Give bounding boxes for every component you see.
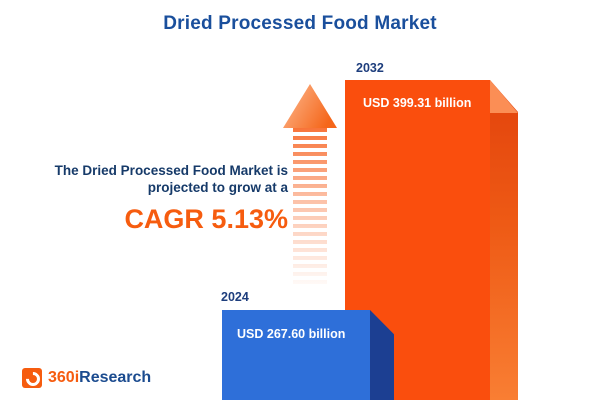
bar-2032-side-face (490, 80, 518, 400)
growth-arrow-shaft (293, 128, 327, 286)
logo-text-suffix: Research (79, 369, 152, 386)
annotation: The Dried Processed Food Market is proje… (10, 162, 288, 235)
brand-logo: 360iResearch (22, 368, 151, 388)
annotation-line-1: The Dried Processed Food Market is (54, 163, 288, 178)
value-label-2024: USD 267.60 billion (237, 327, 346, 341)
page-title: Dried Processed Food Market (163, 13, 437, 34)
year-label-2024: 2024 (221, 290, 249, 304)
logo-icon (22, 368, 42, 388)
bar-2024 (222, 310, 370, 400)
growth-arrow-icon (283, 84, 337, 128)
annotation-line-2: projected to grow at a (147, 180, 288, 195)
cagr-value: CAGR 5.13% (124, 204, 288, 234)
value-label-2032: USD 399.31 billion (363, 96, 472, 110)
logo-text-prefix: 360i (48, 369, 80, 386)
logo-text: 360iResearch (48, 369, 151, 387)
year-label-2032: 2032 (356, 61, 384, 75)
